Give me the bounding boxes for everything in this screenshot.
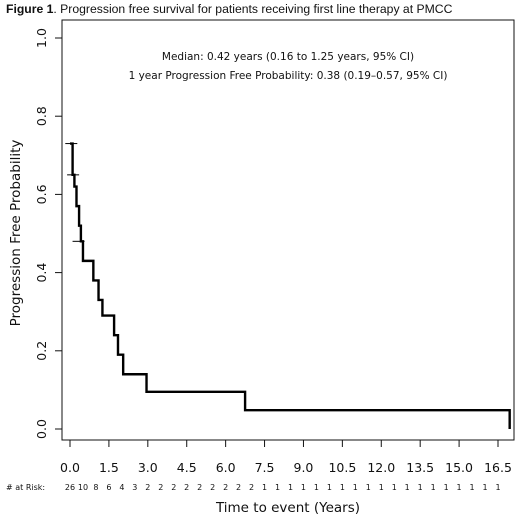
at-risk-count: 1 — [379, 483, 384, 492]
at-risk-count: 4 — [119, 483, 124, 492]
at-risk-count: 1 — [444, 483, 449, 492]
survival-step-line — [70, 142, 511, 429]
at-risk-row: 26 10 8 6 4 3 2 2 2 2 2 2 2 2 2 1 1 1 1 1 1 1 1 1 1 1 1 1 1 1 1 1 1 1 — [65, 483, 501, 492]
x-tick-label: 10.5 — [328, 460, 356, 475]
at-risk-count: 1 — [314, 483, 319, 492]
at-risk-count: 2 — [145, 483, 150, 492]
at-risk-count: 1 — [418, 483, 423, 492]
at-risk-count: 1 — [340, 483, 345, 492]
at-risk-count: 2 — [236, 483, 241, 492]
at-risk-count: 1 — [495, 483, 500, 492]
x-axis: 0.0 1.5 3.0 4.5 6.0 7.5 9.0 10.5 12.0 13.5 15.0 16.… — [60, 439, 512, 475]
at-risk-count: 1 — [366, 483, 371, 492]
plot-frame — [61, 19, 515, 441]
at-risk-count: 2 — [197, 483, 202, 492]
at-risk-count: 1 — [288, 483, 293, 492]
y-tick-label: 0.0 — [34, 419, 49, 439]
figure-caption: Figure 1. Progression free survival for … — [6, 2, 518, 16]
at-risk-count: 1 — [405, 483, 410, 492]
at-risk-count: 3 — [132, 483, 137, 492]
series-layer — [65, 142, 511, 429]
y-tick-label: 1.0 — [34, 28, 49, 48]
median-annotation: Median: 0.42 years (0.16 to 1.25 years, … — [162, 51, 414, 63]
at-risk-count: 1 — [470, 483, 475, 492]
at-risk-count: 6 — [106, 483, 111, 492]
y-tick-label: 0.8 — [34, 106, 49, 126]
y-tick-label: 0.2 — [34, 341, 49, 361]
at-risk-count: 2 — [249, 483, 254, 492]
x-tick-label: 12.0 — [367, 460, 395, 475]
x-tick-label: 9.0 — [294, 460, 314, 475]
at-risk-label: # at Risk: — [6, 483, 45, 492]
at-risk-count: 2 — [184, 483, 189, 492]
x-tick-label: 1.5 — [99, 460, 119, 475]
figure-label: Figure 1 — [6, 2, 54, 16]
x-tick-label: 13.5 — [406, 460, 434, 475]
at-risk-count: 1 — [392, 483, 397, 492]
x-axis-title: Time to event (Years) — [215, 500, 360, 516]
at-risk-count: 8 — [93, 483, 98, 492]
at-risk-count: 26 — [65, 483, 75, 492]
x-tick-label: 3.0 — [138, 460, 158, 475]
y-axis-title: Progression Free Probability — [8, 140, 24, 327]
at-risk-count: 1 — [482, 483, 487, 492]
at-risk-count: 2 — [223, 483, 228, 492]
at-risk-count: 2 — [210, 483, 215, 492]
figure-caption-text: . Progression free survival for patients… — [53, 2, 453, 16]
at-risk-count: 1 — [275, 483, 280, 492]
one-year-annotation: 1 year Progression Free Probability: 0.3… — [129, 70, 448, 82]
x-tick-label: 7.5 — [255, 460, 275, 475]
at-risk-count: 1 — [301, 483, 306, 492]
at-risk-count: 2 — [171, 483, 176, 492]
at-risk-count: 1 — [353, 483, 358, 492]
x-tick-label: 4.5 — [177, 460, 197, 475]
at-risk-count: 10 — [78, 483, 88, 492]
at-risk-count: 2 — [158, 483, 163, 492]
at-risk-count: 1 — [327, 483, 332, 492]
at-risk-count: 1 — [431, 483, 436, 492]
x-tick-label: 0.0 — [60, 460, 80, 475]
y-tick-label: 0.4 — [34, 263, 49, 283]
y-axis: 0.0 0.2 0.4 0.6 0.8 1.0 — [34, 28, 63, 439]
at-risk-count: 1 — [262, 483, 267, 492]
x-tick-label: 6.0 — [216, 460, 236, 475]
at-risk-count: 1 — [457, 483, 462, 492]
x-tick-label: 16.5 — [484, 460, 512, 475]
x-tick-label: 15.0 — [445, 460, 473, 475]
y-tick-label: 0.6 — [34, 184, 49, 204]
